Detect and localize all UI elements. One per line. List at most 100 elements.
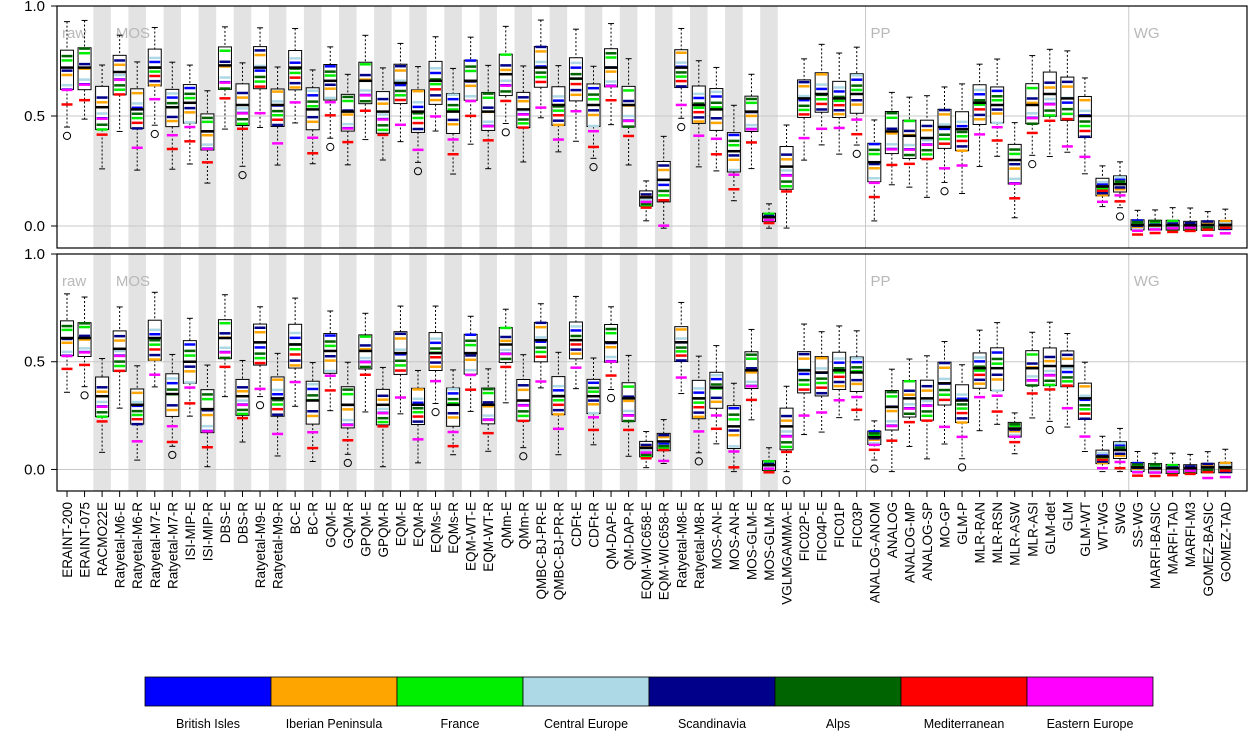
box-GPQM-R xyxy=(375,67,390,161)
box-WT-WG xyxy=(1095,435,1110,473)
legend-label: Central Europe xyxy=(544,717,628,731)
box-VGLMGAMMA-E xyxy=(779,124,794,229)
legend-swatch xyxy=(396,676,524,707)
box-EQM-E xyxy=(393,305,408,415)
box-ISI-MIP-E xyxy=(182,64,197,165)
box-QMm-E xyxy=(498,25,513,137)
legend-label: Mediterranean xyxy=(924,717,1005,731)
box-ERAINT-200 xyxy=(60,21,74,140)
box-MOS-GLM-R xyxy=(762,203,776,229)
box-EQM-WIC658-E xyxy=(639,180,654,222)
group-label-raw: raw xyxy=(62,25,86,42)
box-MARFI-TAD xyxy=(1165,207,1180,234)
box-GPQM-E xyxy=(358,34,373,141)
box-EQM-E xyxy=(393,42,408,143)
box-MLR-ASI xyxy=(1025,331,1040,419)
x-tick-label: MOS-AN-R xyxy=(727,502,742,570)
box-GQM-E xyxy=(323,46,338,152)
box-GQM-R xyxy=(340,73,355,166)
outlier-point xyxy=(326,142,335,152)
x-tick-label: CDFt-E xyxy=(569,502,584,547)
x-tick-label: SWG xyxy=(1113,502,1128,534)
box-Ratyetal-M7-E xyxy=(147,26,162,139)
x-tick-label: GLM-det xyxy=(1043,502,1058,555)
x-tick-label: MLR-ASW xyxy=(1008,502,1023,566)
box-MOS-AN-R xyxy=(726,104,741,202)
box-MOS-GLM-E xyxy=(744,73,759,170)
outlier-point xyxy=(431,408,440,417)
legend-swatch xyxy=(270,676,398,707)
box-Ratyetal-M7-E xyxy=(147,291,162,388)
x-tick-label: MOS-AN-E xyxy=(709,502,724,570)
x-tick-label: GQM-E xyxy=(323,502,338,548)
box-CDFt-R xyxy=(586,65,601,172)
box xyxy=(270,88,285,127)
x-axis-labels: ERAINT-200 ERAINT-075 RACMO22E Ratyetal-M6-… xyxy=(60,491,1233,605)
box-ANALOG xyxy=(884,368,899,473)
box-Ratyetal-M9-E xyxy=(253,27,268,128)
legend-label: Alps xyxy=(826,717,850,731)
x-tick-label: Ratyetal-M9-E xyxy=(253,502,268,588)
box-MARFI-TAD xyxy=(1165,452,1180,477)
x-tick-label: EQM-E xyxy=(393,502,408,546)
box-VGLMGAMMA-E xyxy=(779,385,794,485)
box-GOMEZ-BASIC xyxy=(1200,211,1215,237)
legend-label: France xyxy=(441,717,480,731)
box-MARFI-BASIC xyxy=(1148,209,1163,235)
x-tick-label: FIC04P-E xyxy=(815,502,830,561)
box xyxy=(375,388,390,426)
outlier-point xyxy=(957,463,967,472)
box-SS-WG xyxy=(1130,450,1145,477)
box-FIC01P xyxy=(832,325,847,419)
box-Ratyetal-M9-E xyxy=(253,306,268,410)
legend-swatch xyxy=(1026,676,1154,707)
box-DBS-R xyxy=(235,359,250,443)
box-DBS-E xyxy=(217,26,232,130)
x-tick-label: GPQM-R xyxy=(376,502,391,558)
x-tick-label: GQM-R xyxy=(341,502,356,549)
outlier-point xyxy=(1028,160,1037,169)
box-ANALOG-SP xyxy=(919,95,934,198)
box-QMm-R xyxy=(516,354,531,461)
outlier-point xyxy=(852,149,861,158)
shade-column xyxy=(725,254,743,491)
legend-label: Scandinavia xyxy=(678,717,746,731)
x-tick-label: QM-DAP-E xyxy=(604,502,619,570)
group-label-wg: WG xyxy=(1134,273,1160,290)
shade-column xyxy=(339,254,357,491)
box-EQM-WT-E xyxy=(463,36,478,145)
shade-column xyxy=(409,254,427,491)
box-EQM-WT-R xyxy=(481,64,496,170)
x-tick-label: Ratyetal-M7-E xyxy=(148,502,163,588)
outlier-point xyxy=(694,457,703,466)
x-tick-label: ERAINT-075 xyxy=(78,502,93,578)
outlier-point xyxy=(1115,212,1125,221)
outlier-point xyxy=(519,452,528,461)
x-tick-label: SS-WG xyxy=(1131,502,1146,548)
y-tick-label: 1.0 xyxy=(24,0,45,15)
shade-column xyxy=(128,254,146,491)
box-CDFt-E xyxy=(568,28,583,142)
box-QMm-R xyxy=(516,65,531,163)
shade-column xyxy=(479,254,497,491)
box-QMBC-BJ-PR-E xyxy=(533,19,548,119)
y-tick-label: 0.5 xyxy=(24,108,45,125)
x-tick-label: QMBC-BJ-PR-R xyxy=(551,502,566,600)
outlier-point xyxy=(80,391,89,400)
outlier-point xyxy=(255,401,265,410)
outlier-point xyxy=(343,458,352,468)
x-tick-label: ANALOG-ANOM xyxy=(867,502,882,603)
box-ANALOG-ANOM xyxy=(867,119,882,222)
x-tick-label: ANALOG-SP xyxy=(920,502,935,581)
box-RACMO22E xyxy=(95,358,110,453)
x-tick-label: MLR-ASI xyxy=(1025,502,1040,557)
box-ISI-MIP-R xyxy=(200,90,215,184)
box-GPQM-E xyxy=(358,312,373,413)
box xyxy=(814,72,829,113)
box-QM-DAP-E xyxy=(604,306,619,403)
shade-column xyxy=(584,254,603,491)
x-tick-label: WT-WG xyxy=(1095,502,1110,550)
box-GPQM-R xyxy=(375,366,390,468)
box xyxy=(305,380,320,425)
